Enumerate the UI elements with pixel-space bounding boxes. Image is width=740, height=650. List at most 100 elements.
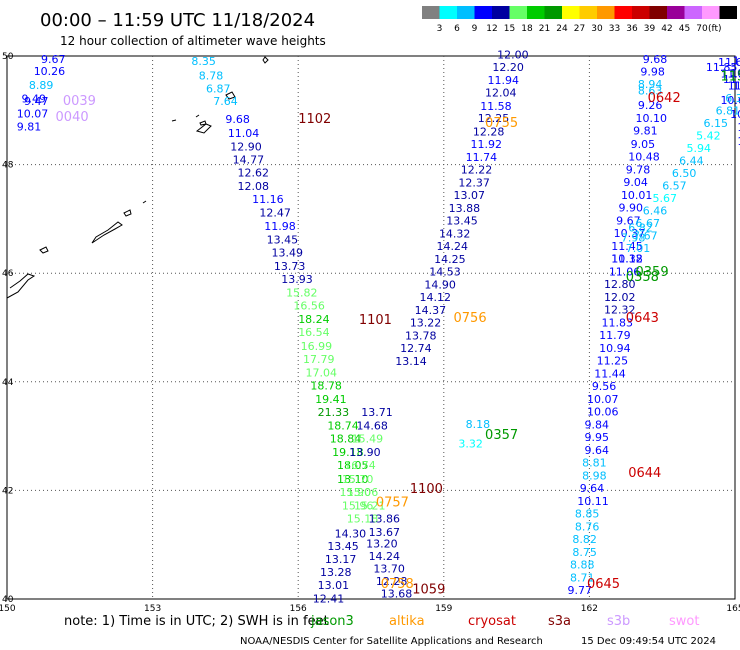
wave-height-value: 10.56 <box>733 80 740 93</box>
wave-height-value: 13.86 <box>369 512 401 525</box>
lon-label: 162 <box>581 604 598 614</box>
pass-time-label: 1102 <box>298 112 331 127</box>
wave-height-value: 18.24 <box>298 313 330 326</box>
color-legend: 3 6 9 12 15 18 21 24 27 30 33 36 39 42 45 70 <box>422 6 737 34</box>
wave-height-value: 11.85 <box>706 61 738 74</box>
pass-time-label: 0755 <box>485 116 518 131</box>
wave-height-value: 8.98 <box>582 470 607 483</box>
wave-height-value: 11.74 <box>466 151 498 164</box>
legend-swatch <box>579 6 597 19</box>
footer-timestamp: 15 Dec 09:49:54 UTC 2024 <box>581 636 716 647</box>
wave-height-value: 11.04 <box>228 127 260 140</box>
wave-height-value: 11.90 <box>720 68 740 81</box>
satellite-name: jason3 <box>310 614 354 629</box>
wave-height-value: 8.85 <box>575 508 600 521</box>
satellite-name: s3a <box>548 614 571 629</box>
lat-label: 50 <box>2 52 14 62</box>
satellite-name: altika <box>389 614 425 629</box>
wave-height-value: 9.81 <box>633 125 658 138</box>
wave-height-value: 11.44 <box>594 367 626 380</box>
wave-height-value: 10.32 <box>611 252 643 265</box>
legend-label: 36 <box>626 24 638 34</box>
satellite-name: s3b <box>607 614 630 629</box>
wave-height-value: 8.71 <box>570 572 595 585</box>
wave-height-value: 8.89 <box>29 79 54 92</box>
wave-height-value: 15.82 <box>286 287 318 300</box>
wave-height-value: 15.90 <box>339 486 371 499</box>
legend-swatch <box>422 6 440 19</box>
legend-swatch <box>474 6 492 19</box>
pass-time-label: 0358 <box>626 270 659 285</box>
legend-label: 6 <box>454 24 460 34</box>
legend-label: 3 <box>437 24 443 34</box>
wave-height-value: 10.37 <box>614 227 646 240</box>
footer-credit: NOAA/NESDIS Center for Satellite Applica… <box>240 636 543 647</box>
wave-height-value: 14.37 <box>415 304 447 317</box>
wave-height-value: 14.53 <box>429 265 461 278</box>
map-subtitle: 12 hour collection of altimeter wave hei… <box>60 34 326 48</box>
wave-height-value: 3.32 <box>458 438 483 451</box>
legend-swatch <box>614 6 632 19</box>
wave-height-value: 12.74 <box>400 342 432 355</box>
wave-height-value: 7.01 <box>626 242 651 255</box>
wave-height-value: 10.10 <box>636 112 668 125</box>
wave-height-value: 7.98 <box>621 232 646 245</box>
wave-height-value: 13.90 <box>349 446 381 459</box>
wave-height-value: 11.98 <box>264 220 296 233</box>
wave-height-value: 12.02 <box>604 291 636 304</box>
wave-height-value: 12.20 <box>492 61 524 74</box>
wave-height-value: 9.90 <box>619 201 644 214</box>
wave-height-value: 6.67 <box>636 217 661 230</box>
pass-time-label: 1059 <box>412 583 445 598</box>
wave-height-value: 10.19 <box>730 108 740 121</box>
wave-height-value: 10.07 <box>17 107 48 120</box>
wave-height-value: 7.64 <box>213 95 238 108</box>
wave-height-value: 16.56 <box>293 300 325 313</box>
wave-height-value: 9.05 <box>631 138 656 151</box>
wave-height-value: 11.45 <box>611 240 643 253</box>
wave-height-value: 13.73 <box>274 260 306 273</box>
legend-swatch <box>632 6 650 19</box>
graticule <box>7 56 735 599</box>
legend-swatch <box>457 6 475 19</box>
legend-swatch <box>719 6 737 19</box>
wave-height-value: 15.96 <box>342 499 374 512</box>
wave-height-value: 10.64 <box>730 67 740 80</box>
pass-time-label: 0645 <box>587 577 620 592</box>
wave-height-value: 13.20 <box>366 537 398 550</box>
map-frame <box>6 55 736 600</box>
wave-height-value: 9.84 <box>585 418 610 431</box>
legend-swatch <box>684 6 702 19</box>
wave-height-value: 9.49 <box>22 93 46 106</box>
wave-height-value: 19.18 <box>332 446 364 459</box>
wave-height-value: 12.28 <box>376 575 408 588</box>
lon-label: 156 <box>290 604 307 614</box>
lat-label: 40 <box>2 595 14 605</box>
wave-height-value: 18.74 <box>327 420 359 433</box>
wave-height-value: 17.04 <box>305 366 337 379</box>
wave-height-value: 8.94 <box>638 78 663 91</box>
wave-height-value: 12.08 <box>238 180 269 193</box>
wave-height-value: 8.82 <box>572 533 597 546</box>
legend-swatch <box>702 6 720 19</box>
wave-height-value: 5.94 <box>686 142 711 155</box>
wave-height-value: 8.35 <box>191 55 216 68</box>
legend-label: 15 <box>504 24 515 34</box>
wave-height-value: 6.50 <box>672 167 697 180</box>
wave-height-value: 9.68 <box>643 53 668 66</box>
wave-height-value: 13.67 <box>369 526 401 539</box>
wave-height-value: 11.25 <box>597 354 629 367</box>
wave-height-value: 12.28 <box>473 125 505 138</box>
wave-height-value: 11.66 <box>718 56 740 69</box>
wave-height-value: 8.75 <box>572 546 597 559</box>
wave-height-value: 11.92 <box>470 138 502 151</box>
wave-height-value: 12.22 <box>461 163 493 176</box>
wave-height-value: 18.84 <box>330 433 362 446</box>
wave-height-value: 15.06 <box>347 486 379 499</box>
legend-label: 42 <box>661 24 672 34</box>
wave-height-value: 11.18 <box>611 252 643 265</box>
lat-label: 48 <box>2 161 14 171</box>
wave-height-value: 13.45 <box>327 540 359 553</box>
wave-height-value: 9.67 <box>41 53 65 66</box>
wave-height-value: 16.74 <box>344 459 376 472</box>
